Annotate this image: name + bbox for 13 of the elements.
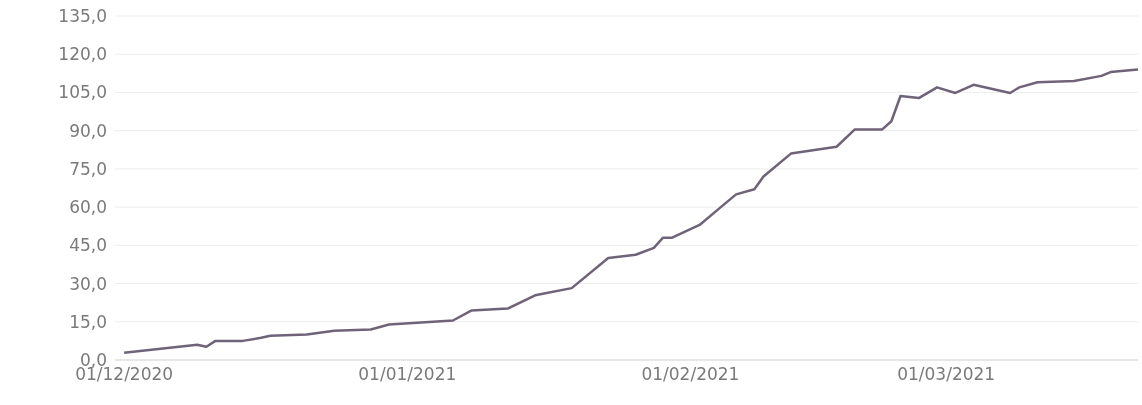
y-tick-label: 45,0 [69,235,107,256]
y-tick-label: 15,0 [69,311,107,332]
line-series [122,68,1138,355]
x-tick-label: 01/01/2021 [358,364,457,385]
y-tick-label: 105,0 [58,82,107,103]
y-tick-label: 135,0 [58,6,107,27]
y-tick-label: 30,0 [69,273,107,294]
x-tick-label: 01/03/2021 [897,364,996,385]
y-tick-label: 75,0 [69,158,107,179]
x-tick-label: 01/02/2021 [641,364,740,385]
y-tick-label: 120,0 [58,44,107,65]
y-tick-label: 60,0 [69,197,107,218]
y-tick-label: 90,0 [69,120,107,141]
